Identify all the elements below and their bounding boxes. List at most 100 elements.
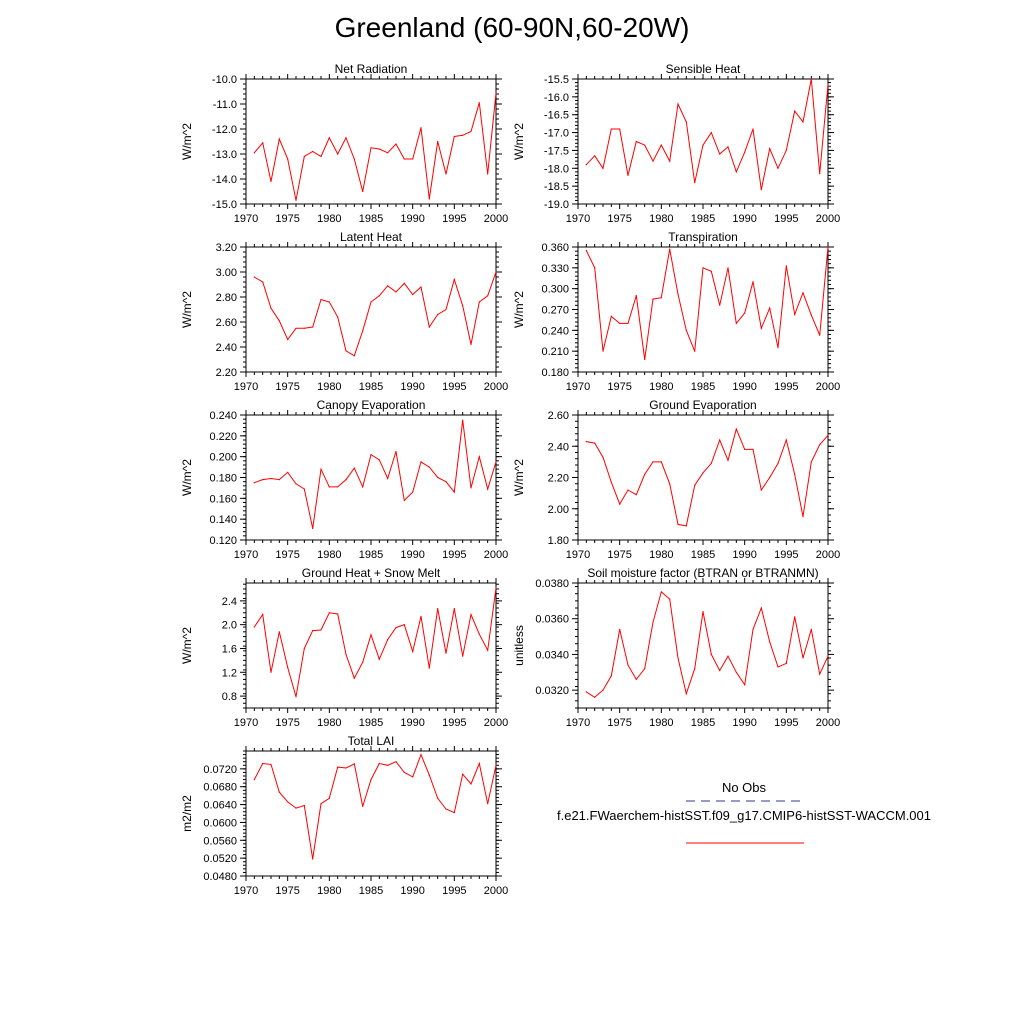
data-point — [719, 439, 721, 441]
data-point — [819, 673, 821, 675]
x-tick-label: 1975 — [275, 213, 299, 225]
y-tick-label: -12.0 — [212, 124, 237, 136]
data-point — [470, 783, 472, 785]
x-tick-label: 1995 — [774, 717, 798, 729]
y-tick-label: 2.40 — [548, 441, 569, 453]
x-tick-label: 1970 — [234, 885, 258, 897]
data-point — [777, 666, 779, 668]
data-point — [320, 629, 322, 631]
data-point — [395, 450, 397, 453]
data-point — [262, 281, 264, 283]
chart-title: Transpiration — [668, 230, 738, 244]
data-point — [328, 137, 330, 139]
data-point — [378, 295, 380, 297]
data-point — [287, 158, 289, 160]
data-point — [810, 78, 812, 80]
data-point — [320, 298, 322, 301]
data-point — [345, 767, 347, 769]
data-point — [652, 461, 654, 463]
data-point — [320, 803, 322, 805]
data-point — [453, 812, 455, 814]
data-point — [262, 142, 264, 144]
y-tick-label: 1.80 — [548, 535, 569, 547]
plot-frame — [245, 78, 497, 205]
y-tick-label: -16.0 — [544, 92, 569, 104]
data-point — [312, 630, 314, 632]
data-point — [702, 611, 704, 613]
data-point — [669, 160, 671, 162]
x-tick-label: 2000 — [484, 885, 508, 897]
data-point — [253, 779, 255, 781]
data-point — [719, 669, 721, 672]
data-point — [478, 301, 480, 303]
plot-frame — [577, 78, 829, 205]
data-point — [412, 650, 414, 653]
y-tick-label: 1.6 — [222, 643, 237, 655]
data-point — [353, 467, 355, 469]
x-tick-label: 1980 — [649, 213, 673, 225]
y-tick-label: 0.300 — [541, 284, 569, 296]
data-point — [744, 151, 746, 153]
y-tick-label: -15.0 — [212, 199, 237, 211]
plot-frame — [577, 414, 829, 541]
data-point — [735, 322, 737, 324]
data-point — [420, 615, 422, 617]
y-axis-label: W/m^2 — [512, 459, 526, 496]
data-point — [345, 479, 347, 481]
data-point — [585, 691, 587, 693]
data-point — [378, 762, 380, 765]
data-point — [760, 189, 762, 191]
data-point — [487, 295, 489, 297]
data-point — [602, 689, 604, 691]
x-tick-label: 2000 — [816, 717, 840, 729]
data-point — [802, 292, 804, 294]
data-point — [627, 664, 629, 666]
x-tick-label: 2000 — [484, 549, 508, 561]
data-point — [585, 441, 587, 443]
data-point — [727, 267, 729, 269]
y-tick-label: 0.160 — [209, 493, 237, 505]
data-point — [660, 297, 662, 299]
data-point — [602, 167, 604, 169]
data-point — [262, 762, 264, 765]
x-tick-label: 1970 — [566, 717, 590, 729]
data-point — [744, 684, 746, 686]
x-tick-label: 1985 — [691, 549, 715, 561]
x-tick-label: 1970 — [566, 381, 590, 393]
data-point — [470, 130, 472, 133]
y-tick-label: -11.0 — [213, 99, 237, 111]
data-point — [353, 158, 355, 160]
data-point — [295, 696, 297, 698]
plot-frame — [245, 246, 497, 373]
data-point — [295, 327, 297, 329]
data-point — [303, 488, 305, 490]
y-tick-label: 1.2 — [222, 667, 237, 679]
x-tick-label: 1995 — [774, 213, 798, 225]
chart-title: Soil moisture factor (BTRAN or BTRANMN) — [587, 566, 818, 580]
data-point — [827, 655, 829, 657]
data-point — [652, 160, 654, 162]
data-point — [702, 267, 704, 269]
data-point — [669, 248, 671, 250]
data-point — [769, 641, 771, 643]
data-point — [387, 638, 389, 641]
chart-title: Net Radiation — [335, 62, 408, 76]
x-tick-label: 1970 — [234, 213, 258, 225]
x-tick-label: 1990 — [732, 381, 756, 393]
data-point — [337, 613, 339, 615]
data-point — [478, 762, 480, 765]
data-point — [594, 696, 596, 698]
data-point — [694, 182, 696, 184]
data-point — [387, 477, 389, 480]
data-point — [412, 491, 414, 493]
data-point — [635, 678, 637, 681]
data-point — [270, 307, 272, 309]
data-point — [644, 144, 646, 146]
x-tick-label: 1990 — [400, 885, 424, 897]
data-point — [644, 668, 646, 670]
y-tick-label: 2.60 — [548, 410, 569, 422]
data-point — [403, 282, 405, 284]
data-point — [827, 434, 829, 436]
data-point — [685, 121, 687, 123]
data-point — [270, 477, 272, 480]
